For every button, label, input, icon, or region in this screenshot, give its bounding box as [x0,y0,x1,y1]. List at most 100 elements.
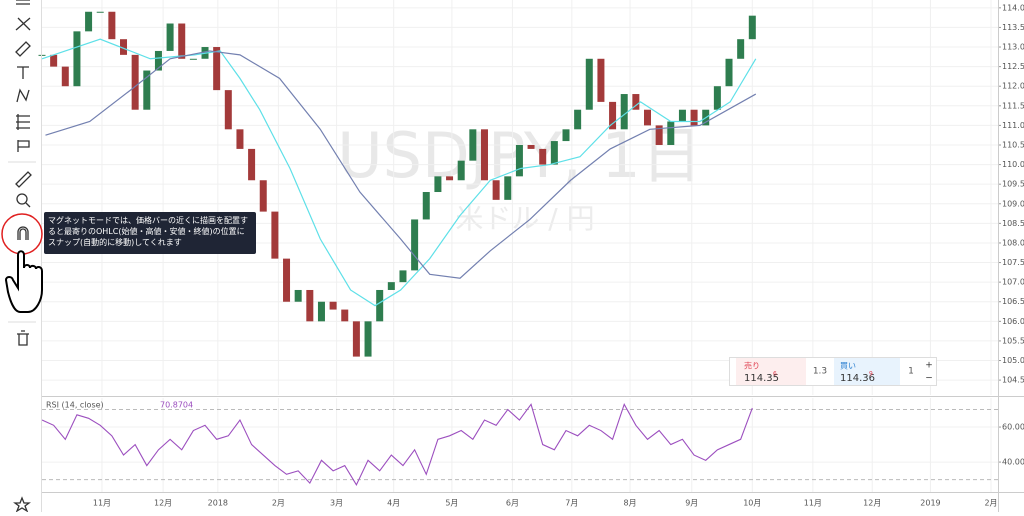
candle [528,145,535,149]
candle [50,55,57,67]
candle [283,259,290,302]
y-tick-label: 106.5 [1002,297,1024,306]
buy-pip: 9 [869,371,873,378]
x-tick-label: 5月 [445,499,458,508]
y-tick-label: 40.00 [1002,458,1024,467]
y-tick-label: 112.0 [1002,82,1024,91]
candle [306,290,313,321]
candle [516,145,523,176]
candle [73,31,80,86]
candle [749,16,756,40]
y-tick-label: 113.5 [1002,23,1024,32]
candle [493,180,500,200]
sell-label: 売り [744,361,760,371]
candle [574,110,581,130]
y-tick-label: 109.5 [1002,180,1024,189]
quantity-plus[interactable]: + [925,361,933,371]
x-tick-label: 11月 [93,499,111,508]
y-tick-label: 106.0 [1002,317,1024,326]
candle [85,12,92,32]
candle [190,59,197,60]
y-tick-label: 112.5 [1002,62,1024,71]
candle [225,90,232,129]
y-tick-label: 108.0 [1002,238,1024,247]
candle [562,129,569,141]
candle [691,110,698,126]
y-tick-label: 104.5 [1002,376,1024,385]
y-tick-label: 109.0 [1002,199,1024,208]
candle [248,149,255,180]
x-tick-label: 2月 [272,499,285,508]
y-tick-label: 113.0 [1002,43,1024,52]
candle [551,141,558,165]
candle [62,67,69,87]
buy-label: 買い [840,362,856,371]
x-tick-label: 2018 [208,499,228,508]
candle [143,71,150,110]
candle [271,212,278,259]
x-tick-label: 10月 [743,499,761,508]
candle [167,24,174,51]
x-tick-label: 9月 [685,499,698,508]
y-tick-label: 60.00 [1002,423,1024,432]
candle [679,110,686,122]
y-tick-label: 111.5 [1002,101,1024,110]
candle [341,310,348,322]
x-tick-label: 2019 [920,499,940,508]
candle [178,24,185,59]
candle [504,176,511,200]
x-tick-label: 11月 [804,499,822,508]
candle [411,219,418,270]
y-tick-label: 108.5 [1002,219,1024,228]
x-tick-label: 2月 [984,499,997,508]
spread: 1.3 [813,367,827,377]
candle [644,110,651,126]
quantity: 1 [908,367,914,377]
candle [330,302,337,310]
y-tick-label: 114.0 [1002,3,1024,12]
x-tick-label: 12月 [863,499,881,508]
candle [667,121,674,145]
rsi-current-value: 70.8704 [160,401,193,410]
candle [539,149,546,165]
candle [458,161,465,181]
y-tick-label: 107.0 [1002,278,1024,287]
candle [469,129,476,160]
candle [213,47,220,90]
quantity-minus[interactable]: − [925,374,933,384]
candle [132,55,139,110]
candle [353,321,360,356]
x-tick-label: 12月 [154,499,172,508]
candle [318,302,325,322]
candle [388,282,395,290]
x-tick-label: 3月 [330,499,343,508]
y-tick-label: 105.5 [1002,336,1024,345]
candle [376,290,383,321]
candle [481,129,488,180]
y-tick-label: 110.5 [1002,140,1024,149]
rsi-title: RSI (14, close) [46,401,104,410]
x-tick-label: 8月 [623,499,636,508]
y-tick-label: 107.5 [1002,258,1024,267]
candle [446,176,453,180]
candle [714,86,721,110]
candle [726,59,733,86]
candle [423,192,430,219]
watermark-name: 米ドル / 円 [455,202,594,235]
candle [236,129,243,149]
candle [260,180,267,211]
tool-forecast[interactable] [16,114,30,130]
candle [434,176,441,192]
candle [597,59,604,102]
candle [295,290,302,302]
y-tick-label: 110.0 [1002,160,1024,169]
x-tick-label: 4月 [387,499,400,508]
candle [97,12,104,13]
y-tick-label: 111.0 [1002,121,1024,130]
sell-pip: 6 [773,371,777,378]
candle [586,59,593,110]
candle [621,94,628,129]
trade-panel: 売り 114.35 6 1.3 買い 114.36 9 1 + − [730,358,937,386]
